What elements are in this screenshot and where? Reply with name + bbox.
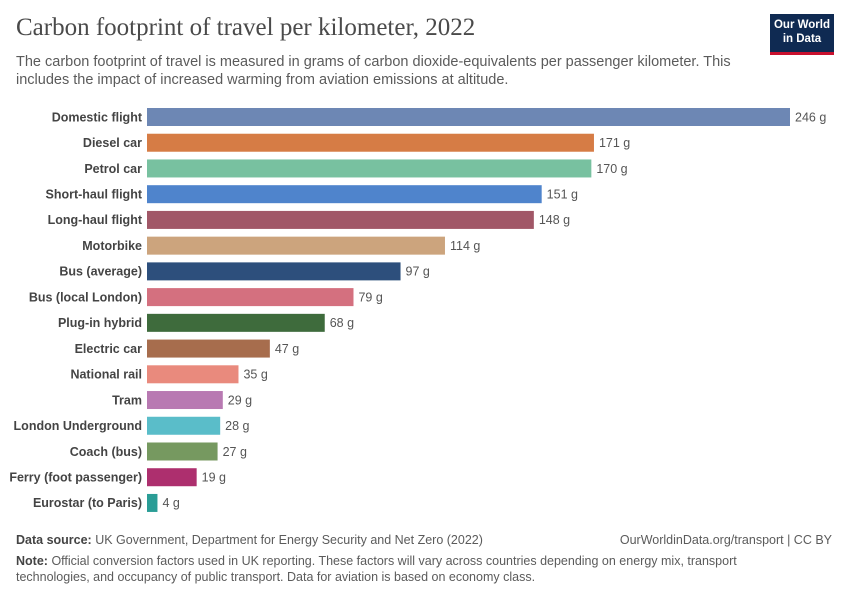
category-label: London Underground: [14, 419, 142, 433]
bar: [147, 133, 594, 152]
value-label: 28 g: [225, 419, 249, 433]
source: Data source: UK Government, Department f…: [16, 532, 483, 548]
value-label: 27 g: [223, 445, 247, 459]
category-label: Tram: [112, 393, 142, 407]
value-label: 170 g: [596, 162, 627, 176]
bar: [147, 391, 223, 410]
category-label: Plug-in hybrid: [58, 316, 142, 330]
note-label: Note:: [16, 554, 48, 568]
source-label: Data source:: [16, 533, 92, 547]
value-label: 246 g: [795, 110, 826, 124]
logo-line: in Data: [782, 33, 822, 45]
bar: [147, 108, 790, 126]
logo[interactable]: Our World in Data: [770, 14, 834, 55]
value-label: 148 g: [539, 213, 570, 227]
note: Note: Official conversion factors used i…: [16, 553, 806, 585]
bar: [147, 339, 270, 358]
category-label: Bus (average): [59, 265, 142, 279]
bar: [147, 416, 221, 435]
value-label: 151 g: [547, 187, 578, 201]
bar: [147, 468, 197, 487]
value-label: 114 g: [450, 239, 480, 253]
source-text: UK Government, Department for Energy Sec…: [95, 533, 483, 547]
value-label: 19 g: [202, 471, 226, 485]
url[interactable]: OurWorldinData.org/transport | CC BY: [619, 533, 832, 547]
bar: [147, 288, 354, 307]
bar: [147, 236, 445, 255]
value-label: 47 g: [275, 342, 299, 356]
category-label: Bus (local London): [29, 290, 142, 304]
category-label: Coach (bus): [70, 445, 142, 459]
bar: [147, 493, 158, 512]
chart-title: Carbon footprint of travel per kilometer…: [16, 14, 476, 41]
category-label: Petrol car: [84, 162, 142, 176]
bar: [147, 262, 401, 281]
bar: [147, 365, 239, 384]
category-label: Domestic flight: [52, 110, 143, 124]
logo-line: Our World: [773, 19, 830, 31]
chart-subtitle: The carbon footprint of travel is measur…: [16, 54, 731, 88]
category-label: Motorbike: [82, 239, 142, 253]
value-label: 4 g: [162, 496, 179, 510]
category-label: Long-haul flight: [48, 213, 143, 227]
category-label: Ferry (foot passenger): [9, 471, 142, 485]
value-label: 68 g: [330, 316, 354, 330]
category-label: National rail: [70, 368, 142, 382]
bar: [147, 185, 542, 204]
value-label: 29 g: [228, 393, 252, 407]
bar: [147, 442, 218, 461]
bar: [147, 313, 325, 332]
chart: Domestic flight 246 g Diesel car 171 g Petro…: [9, 108, 826, 512]
category-label: Diesel car: [83, 136, 142, 150]
category-label: Eurostar (to Paris): [33, 496, 142, 510]
value-label: 35 g: [243, 368, 267, 382]
value-label: 171 g: [599, 136, 630, 150]
value-label: 79 g: [358, 290, 382, 304]
bar: [147, 159, 592, 178]
value-label: 97 g: [406, 265, 430, 279]
note-text: Official conversion factors used in UK r…: [16, 554, 737, 584]
category-label: Short-haul flight: [45, 187, 142, 201]
category-label: Electric car: [75, 342, 143, 356]
bar: [147, 210, 534, 229]
